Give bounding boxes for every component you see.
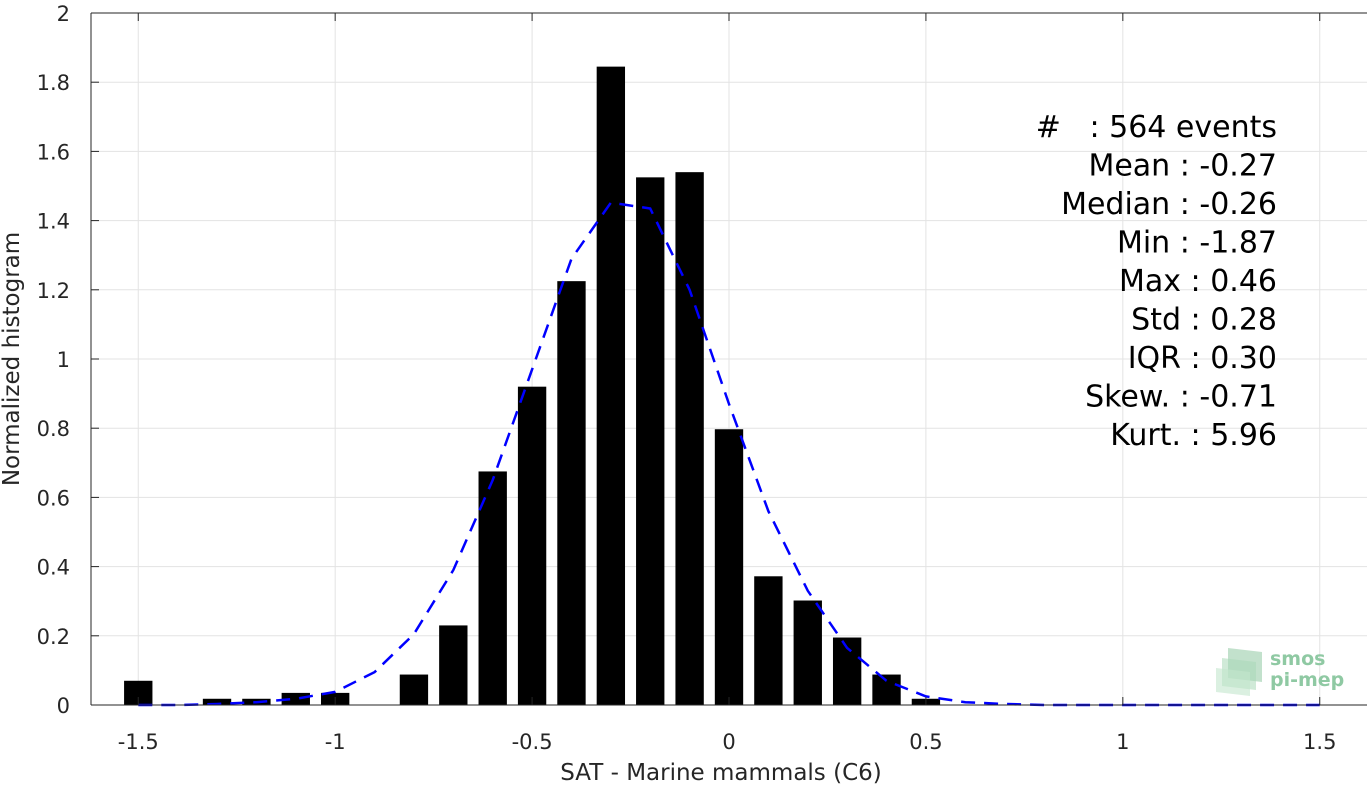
y-tick-label: 0.6 — [37, 486, 70, 510]
x-tick-labels: -1.5 -1 -0.5 0 0.5 1 1.5 — [118, 730, 1337, 754]
x-tick-label: -1 — [325, 730, 346, 754]
histogram-bar — [281, 692, 310, 705]
histogram-bar — [517, 386, 547, 705]
histogram-bar — [557, 281, 586, 705]
histogram-bar — [636, 177, 665, 706]
y-tick-label: 1 — [57, 348, 70, 372]
y-axis-label: Normalized histogram — [0, 232, 25, 486]
stat-line: Kurt. : 5.96 — [1110, 418, 1277, 453]
histogram-bar — [675, 172, 704, 705]
y-tick-label: 1.8 — [37, 71, 70, 95]
histogram-bar — [872, 674, 901, 705]
x-tick-label: 0 — [722, 730, 735, 754]
stat-line: IQR : 0.30 — [1128, 341, 1277, 376]
histogram-bar — [754, 576, 783, 705]
y-tick-label: 1.2 — [37, 279, 70, 303]
histogram-bar — [793, 600, 822, 705]
logo-mark-front — [1216, 668, 1250, 696]
axes — [90, 12, 1367, 706]
histogram-bar — [478, 471, 507, 705]
y-tick-label: 0.4 — [37, 556, 70, 580]
stat-line: Skew. : -0.71 — [1085, 380, 1277, 415]
x-tick-label: 1 — [1116, 730, 1129, 754]
histogram-bar — [399, 674, 429, 705]
stat-line: Min : -1.87 — [1117, 226, 1277, 261]
stat-line: Std : 0.28 — [1131, 303, 1277, 338]
histogram-bar — [714, 429, 744, 705]
histogram-bar — [596, 66, 626, 705]
histogram-bar — [202, 698, 232, 705]
logo-line1: smos — [1270, 648, 1325, 670]
y-tick-label: 1.6 — [37, 140, 70, 164]
smos-pimep-logo: smos pi-mep — [1216, 648, 1344, 696]
y-tick-label: 2 — [57, 2, 70, 26]
x-tick-label: -1.5 — [118, 730, 159, 754]
histogram-bar — [439, 625, 468, 705]
stat-line: Mean : -0.27 — [1088, 149, 1277, 184]
y-tick-label: 0.8 — [37, 417, 70, 441]
x-tick-label: -0.5 — [512, 730, 553, 754]
x-tick-label: 0.5 — [909, 730, 942, 754]
stat-line: Median : -0.26 — [1061, 187, 1277, 222]
y-tick-label: 0.2 — [37, 625, 70, 649]
y-tick-label: 0 — [57, 694, 70, 718]
stat-line: Max : 0.46 — [1119, 264, 1277, 299]
x-axis-label: SAT - Marine mammals (C6) — [560, 760, 882, 785]
stat-line: # : 564 events — [1036, 110, 1277, 145]
y-tick-labels: 0 0.2 0.4 0.6 0.8 1 1.2 1.4 1.6 1.8 2 — [37, 2, 70, 718]
y-tick-label: 1.4 — [37, 210, 70, 234]
x-tick-label: 1.5 — [1303, 730, 1336, 754]
logo-line2: pi-mep — [1270, 669, 1344, 691]
